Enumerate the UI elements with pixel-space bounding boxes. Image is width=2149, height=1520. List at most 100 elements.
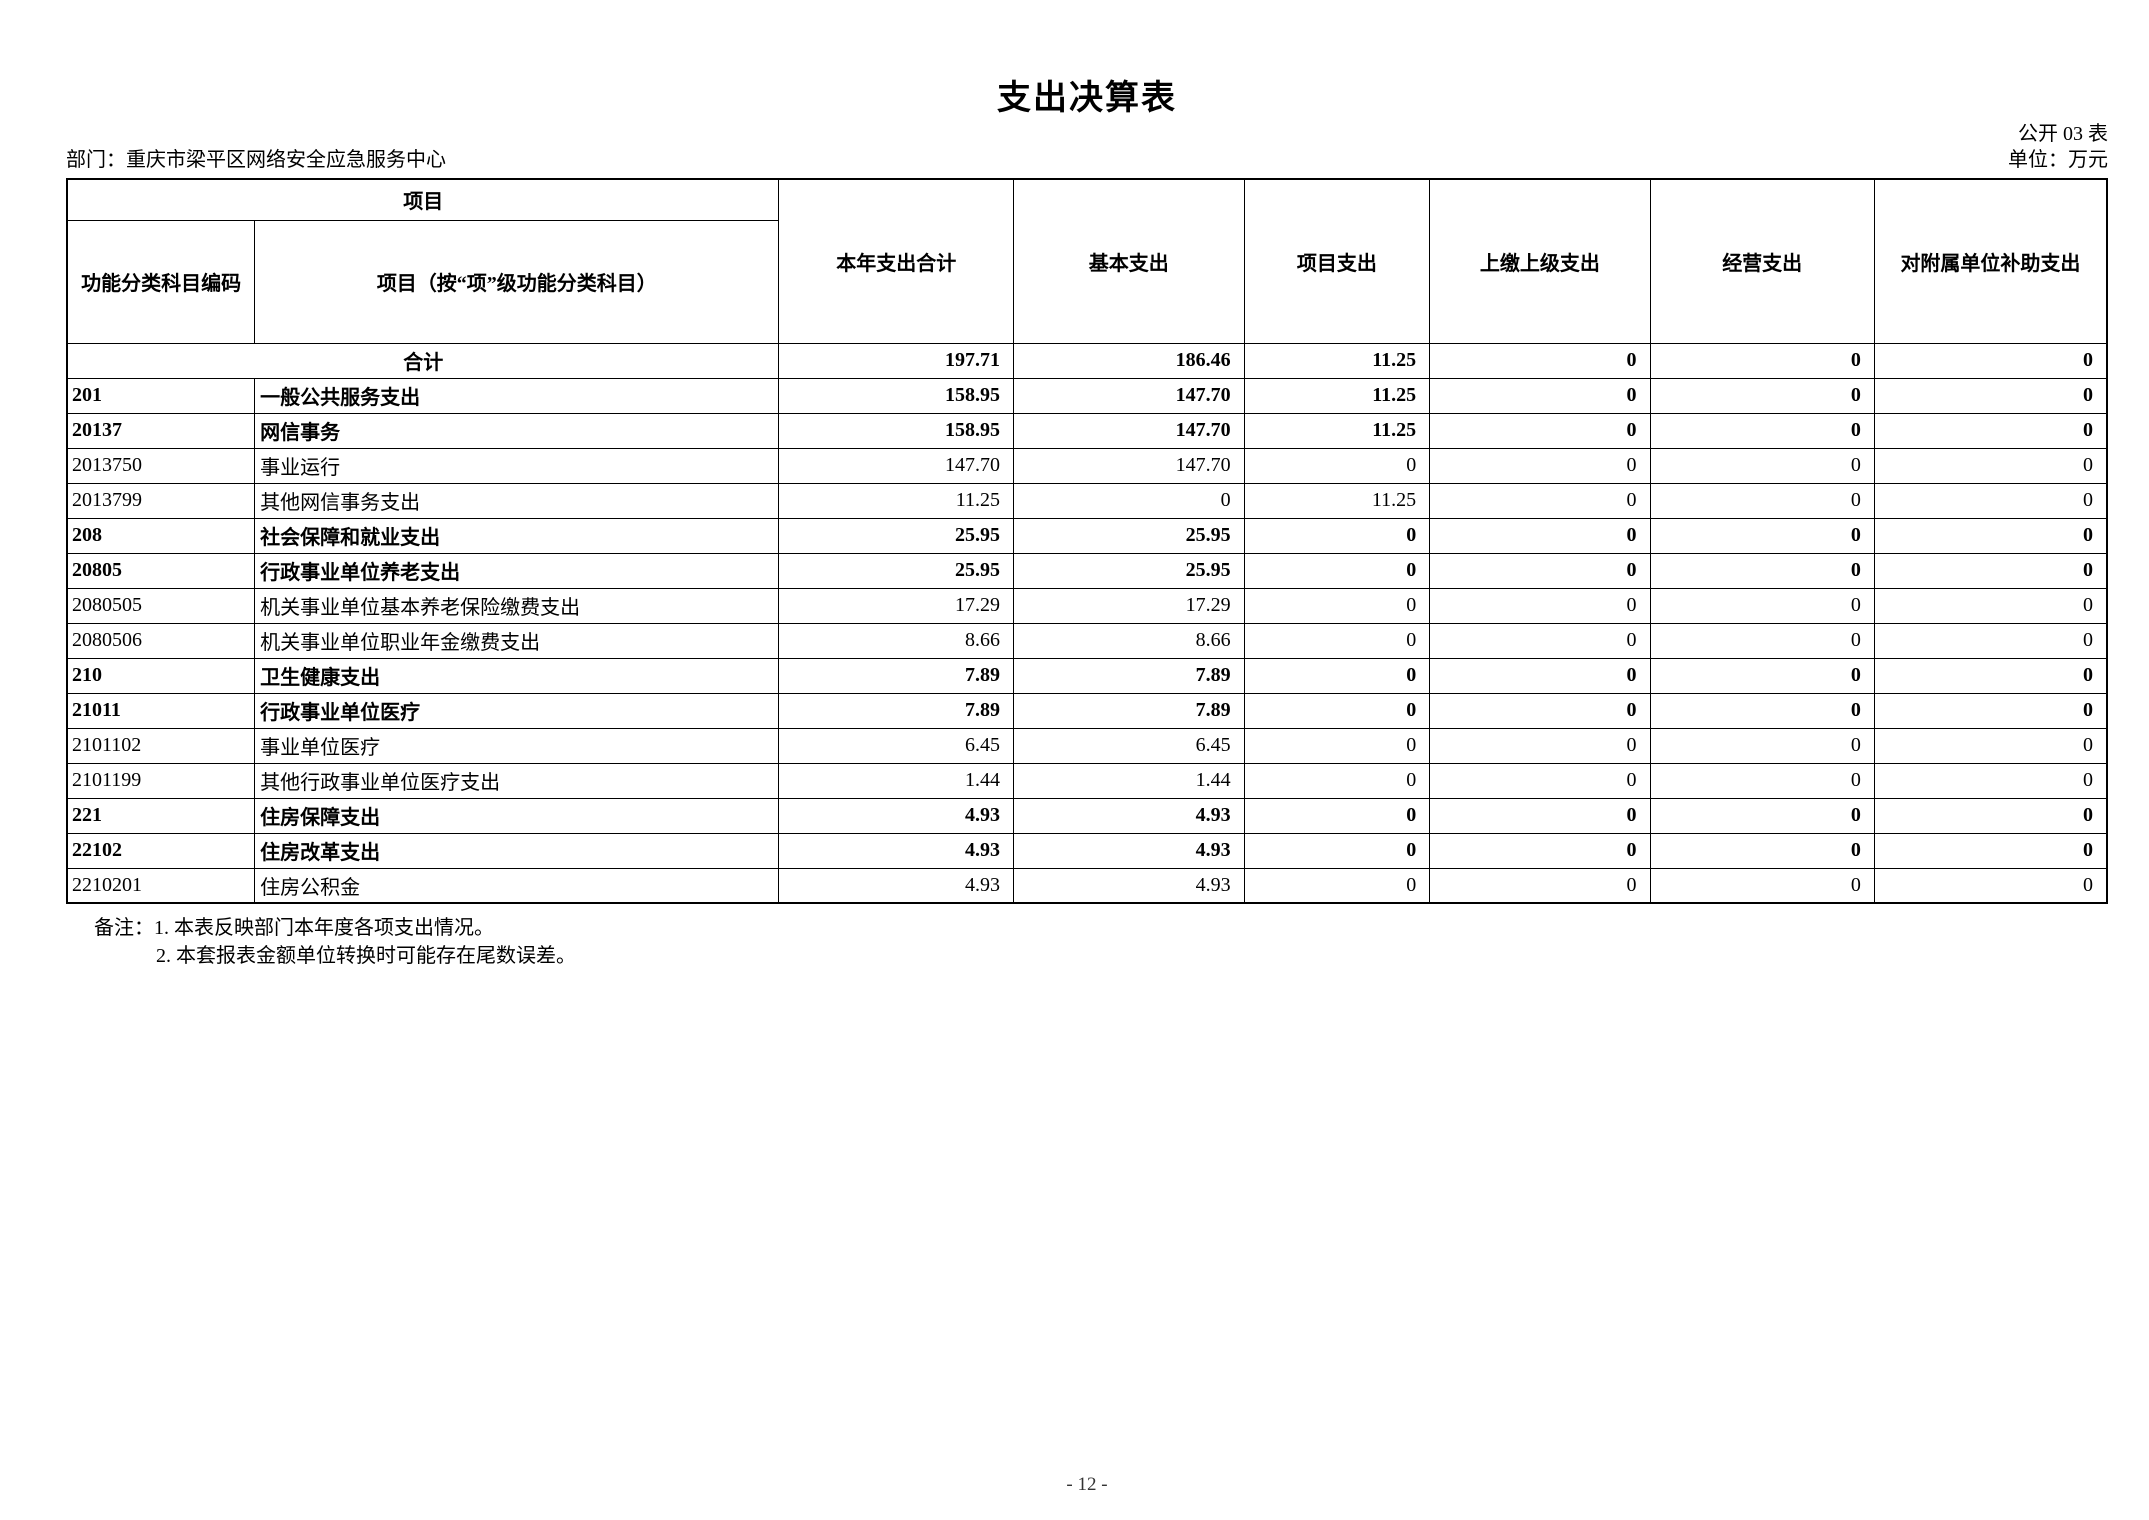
value-cell: 0 [1649, 552, 1875, 589]
value-cell: 197.71 [778, 342, 1015, 379]
notes: 备注：1. 本表反映部门本年度各项支出情况。 2. 本套报表金额单位转换时可能存… [66, 914, 2108, 970]
value-cell: 1.44 [778, 762, 1015, 799]
value-cell: 0 [1429, 552, 1651, 589]
note-text-1: 1. 本表反映部门本年度各项支出情况。 [154, 917, 494, 939]
value-cell: 0 [1873, 482, 2108, 519]
value-cell: 0 [1429, 622, 1651, 659]
value-cell: 0 [1429, 342, 1651, 379]
value-cell: 0 [1649, 692, 1875, 729]
value-cell: 11.25 [1243, 412, 1431, 449]
value-cell: 0 [1429, 447, 1651, 484]
function-code-cell: 2210201 [66, 867, 256, 904]
table-row: 210 卫生健康支出 7.89 7.89 0 0 0 0 [66, 657, 2108, 694]
item-name-cell: 住房改革支出 [254, 832, 780, 869]
doc-number-label: 公开 03 表 [2018, 123, 2108, 145]
table-row: 22102 住房改革支出 4.93 4.93 0 0 0 0 [66, 832, 2108, 869]
row-total-label-cell: 合计 [66, 342, 780, 379]
value-cell: 0 [1243, 727, 1431, 764]
table-row: 221 住房保障支出 4.93 4.93 0 0 0 0 [66, 797, 2108, 834]
table-row: 2101102 事业单位医疗 6.45 6.45 0 0 0 0 [66, 727, 2108, 764]
value-cell: 4.93 [778, 797, 1015, 834]
value-cell: 0 [1649, 832, 1875, 869]
value-cell: 4.93 [778, 832, 1015, 869]
value-cell: 0 [1243, 517, 1431, 554]
function-code-cell: 2101102 [66, 727, 256, 764]
header-operating-expenditure: 经营支出 [1649, 178, 1875, 344]
item-name-cell: 一般公共服务支出 [254, 377, 780, 414]
value-cell: 0 [1873, 447, 2108, 484]
value-cell: 0 [1873, 797, 2108, 834]
table-row: 208 社会保障和就业支出 25.95 25.95 0 0 0 0 [66, 517, 2108, 554]
table-row: 21011 行政事业单位医疗 7.89 7.89 0 0 0 0 [66, 692, 2108, 729]
item-name-cell: 行政事业单位医疗 [254, 692, 780, 729]
value-cell: 0 [1873, 377, 2108, 414]
item-name-cell: 网信事务 [254, 412, 780, 449]
function-code-cell: 2080506 [66, 622, 256, 659]
value-cell: 0 [1873, 412, 2108, 449]
function-code-cell: 221 [66, 797, 256, 834]
value-cell: 0 [1649, 482, 1875, 519]
value-cell: 0 [1243, 657, 1431, 694]
value-cell: 25.95 [1013, 552, 1245, 589]
value-cell: 0 [1243, 797, 1431, 834]
value-cell: 0 [1873, 517, 2108, 554]
note-line-1: 备注：1. 本表反映部门本年度各项支出情况。 [94, 914, 2108, 942]
header-project-expenditure: 项目支出 [1243, 178, 1431, 344]
value-cell: 0 [1649, 797, 1875, 834]
value-cell: 0 [1243, 832, 1431, 869]
value-cell: 0 [1873, 622, 2108, 659]
value-cell: 4.93 [778, 867, 1015, 904]
value-cell: 17.29 [778, 587, 1015, 624]
item-name-cell: 卫生健康支出 [254, 657, 780, 694]
expenditure-table: 项目 本年支出合计 基本支出 项目支出 上缴上级支出 经营支出 对附属单位补助支… [66, 178, 2108, 904]
value-cell: 158.95 [778, 377, 1015, 414]
value-cell: 0 [1243, 867, 1431, 904]
item-name-cell: 机关事业单位基本养老保险缴费支出 [254, 587, 780, 624]
value-cell: 0 [1873, 692, 2108, 729]
value-cell: 7.89 [778, 657, 1015, 694]
item-name-cell: 住房保障支出 [254, 797, 780, 834]
value-cell: 0 [1873, 832, 2108, 869]
function-code-cell: 2101199 [66, 762, 256, 799]
value-cell: 0 [1649, 622, 1875, 659]
header-subsidy-expenditure: 对附属单位补助支出 [1873, 178, 2108, 344]
value-cell: 0 [1243, 587, 1431, 624]
table-row: 2210201 住房公积金 4.93 4.93 0 0 0 0 [66, 867, 2108, 904]
table-row: 2080505 机关事业单位基本养老保险缴费支出 17.29 17.29 0 0 0 0 [66, 587, 2108, 624]
page-content: 支出决算表 公开 03 表 部门：重庆市梁平区网络安全应急服务中心 单位：万元 … [66, 0, 2108, 970]
function-code-cell: 210 [66, 657, 256, 694]
function-code-cell: 20805 [66, 552, 256, 589]
value-cell: 0 [1649, 587, 1875, 624]
value-cell: 0 [1243, 447, 1431, 484]
value-cell: 0 [1013, 482, 1245, 519]
value-cell: 11.25 [778, 482, 1015, 519]
value-cell: 0 [1429, 762, 1651, 799]
value-cell: 0 [1649, 517, 1875, 554]
item-name-cell: 住房公积金 [254, 867, 780, 904]
value-cell: 8.66 [778, 622, 1015, 659]
value-cell: 4.93 [1013, 832, 1245, 869]
note-line-2: 2. 本套报表金额单位转换时可能存在尾数误差。 [156, 945, 576, 967]
value-cell: 0 [1873, 727, 2108, 764]
unit-label: 单位：万元 [2008, 149, 2108, 171]
value-cell: 147.70 [1013, 447, 1245, 484]
value-cell: 0 [1429, 832, 1651, 869]
department-label: 部门：重庆市梁平区网络安全应急服务中心 [66, 149, 446, 171]
table-row: 合计 197.71 186.46 11.25 0 0 0 [66, 342, 2108, 379]
value-cell: 17.29 [1013, 587, 1245, 624]
value-cell: 0 [1429, 587, 1651, 624]
value-cell: 147.70 [1013, 377, 1245, 414]
value-cell: 25.95 [778, 552, 1015, 589]
value-cell: 158.95 [778, 412, 1015, 449]
value-cell: 0 [1649, 377, 1875, 414]
function-code-cell: 2013750 [66, 447, 256, 484]
value-cell: 11.25 [1243, 482, 1431, 519]
value-cell: 8.66 [1013, 622, 1245, 659]
value-cell: 0 [1243, 622, 1431, 659]
table-row: 2101199 其他行政事业单位医疗支出 1.44 1.44 0 0 0 0 [66, 762, 2108, 799]
value-cell: 0 [1649, 447, 1875, 484]
value-cell: 0 [1429, 517, 1651, 554]
value-cell: 0 [1649, 657, 1875, 694]
value-cell: 186.46 [1013, 342, 1245, 379]
value-cell: 11.25 [1243, 377, 1431, 414]
